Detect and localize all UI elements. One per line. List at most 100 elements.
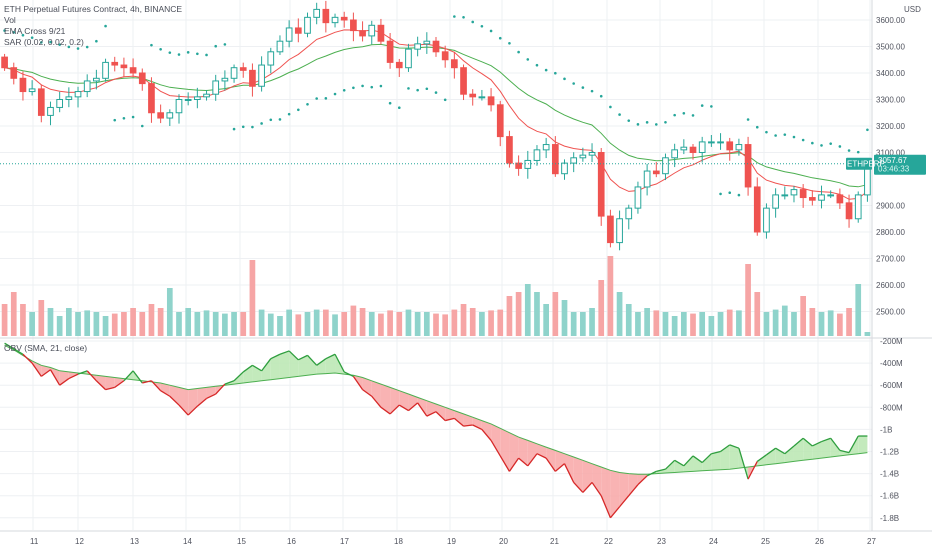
candles[interactable] (1, 0, 871, 251)
obv-tick: -1.4B (880, 470, 899, 479)
obv-line (665, 459, 676, 470)
volume-bar (203, 310, 210, 336)
obv-tick: -1.8B (880, 514, 899, 523)
obv-line (132, 370, 143, 384)
obv-fill (757, 454, 767, 466)
volume-bar (277, 316, 283, 336)
obv-line (738, 448, 749, 480)
obv-fill (270, 354, 280, 380)
sar-dot (214, 44, 218, 48)
legend-ema[interactable]: EMA Cross 9/21 (4, 26, 66, 36)
obv-fill (729, 444, 739, 470)
volume-bar (423, 312, 430, 336)
obv-line (279, 350, 290, 355)
price-tick: 2500.00 (876, 308, 905, 317)
obv-line (536, 453, 547, 459)
obv-line (142, 380, 152, 384)
volume-bar (396, 312, 403, 336)
candle-body (340, 16, 348, 21)
volume-bar (680, 312, 687, 336)
obv-fill (41, 365, 51, 377)
obv-fill (775, 448, 785, 464)
sar-dot (590, 89, 594, 93)
volume-bar (488, 310, 494, 336)
obv-fill (325, 354, 336, 374)
candle-body (102, 61, 109, 79)
volume-bar (231, 312, 237, 336)
candle-body (47, 106, 54, 116)
obv-line (812, 440, 822, 447)
obv-tick: -200M (880, 337, 903, 346)
volume-bar (772, 309, 779, 336)
sar-dot (811, 141, 814, 145)
sar-dot (792, 135, 796, 139)
candle-body (542, 144, 550, 151)
sar-dot (361, 84, 364, 88)
obv-fill (417, 397, 427, 417)
sar-dot (3, 29, 6, 32)
volume-bar (708, 316, 715, 336)
candle-body (10, 67, 18, 79)
volume-bar (625, 304, 632, 336)
obv-line (22, 353, 33, 364)
legend-vol[interactable]: Vol (4, 15, 16, 25)
volume-bar (763, 312, 770, 336)
sar-dot (287, 112, 291, 116)
candle-body (845, 202, 853, 220)
obv-fill (206, 386, 216, 399)
volume-bar (543, 304, 549, 336)
candle-body (313, 8, 321, 18)
sar-dot (627, 119, 631, 122)
candle-body (551, 144, 559, 175)
candle-body (496, 104, 504, 138)
legend-sar[interactable]: SAR (0.02, 0.02, 0.2) (4, 37, 84, 47)
obv-line (325, 353, 336, 360)
volume-bar (29, 312, 35, 336)
obv-line (472, 424, 483, 430)
obv-line (554, 463, 565, 472)
obv-line (105, 386, 115, 391)
obv-fill (592, 463, 602, 496)
obv-fill (839, 450, 850, 456)
candle-body (836, 194, 844, 204)
sar-dot (498, 36, 502, 40)
obv-line (463, 424, 473, 427)
volume-bar (139, 312, 146, 336)
volume-bar (93, 312, 100, 336)
candle-body (570, 157, 578, 164)
obv-fill (399, 390, 409, 411)
obv-fill (114, 377, 124, 388)
legend-title[interactable]: ETH Perpetual Futures Contract, 4h, BINA… (4, 4, 183, 14)
obv-fill (316, 358, 326, 375)
candle-body (478, 96, 486, 99)
symbol-tag (846, 157, 872, 170)
sar-dot (700, 104, 704, 107)
price-tick: 2700.00 (876, 255, 905, 264)
sar-dot (140, 124, 144, 128)
obv-fill (298, 355, 308, 377)
volume-bar (561, 300, 568, 336)
obv-line (68, 373, 79, 380)
obv-line (573, 481, 584, 493)
volume-bar (323, 309, 329, 336)
legend-obv[interactable]: OBV (SMA, 21, close) (4, 343, 88, 353)
volume-bar (818, 312, 825, 336)
obv-line (408, 402, 419, 412)
volume-bar (846, 308, 852, 336)
time-tick: 15 (237, 537, 246, 546)
volume-bar (10, 292, 17, 336)
volume-bar (359, 308, 366, 336)
obv-line (766, 447, 777, 456)
grid-lines (0, 0, 932, 532)
obv-line (435, 411, 446, 422)
candle-body (808, 197, 816, 201)
candle-body (698, 141, 706, 153)
obv-line (59, 378, 70, 386)
sar-dot (67, 45, 71, 49)
obv-line (563, 463, 575, 483)
volume-bar (249, 260, 256, 336)
sar-dot (654, 123, 658, 126)
obv-line (150, 380, 162, 392)
obv-fill (821, 438, 831, 459)
